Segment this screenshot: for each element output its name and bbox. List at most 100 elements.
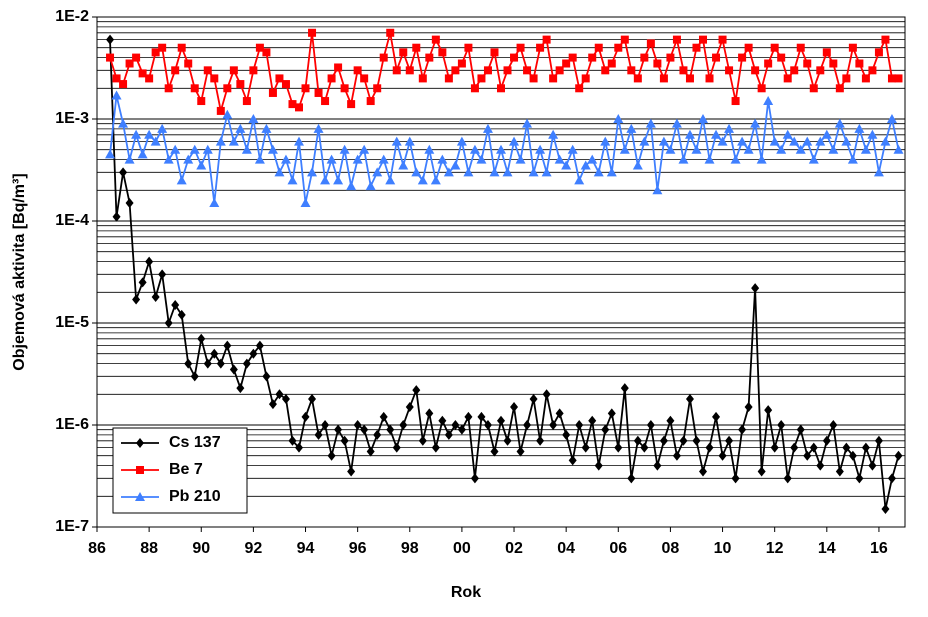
data-point bbox=[803, 59, 812, 68]
data-point bbox=[776, 144, 787, 154]
data-point bbox=[125, 59, 134, 68]
data-point bbox=[678, 154, 689, 164]
data-point bbox=[588, 415, 597, 426]
data-point bbox=[177, 43, 186, 52]
data-point bbox=[347, 100, 356, 109]
series bbox=[105, 90, 904, 208]
x-tick-label: 86 bbox=[88, 540, 106, 557]
data-point bbox=[580, 160, 591, 170]
data-point bbox=[229, 66, 238, 75]
data-point bbox=[581, 442, 590, 453]
data-point bbox=[490, 48, 499, 57]
data-point bbox=[561, 160, 572, 170]
data-point bbox=[881, 504, 890, 515]
x-tick-label: 94 bbox=[297, 540, 315, 557]
data-point bbox=[197, 333, 206, 344]
data-point bbox=[510, 402, 519, 413]
data-point bbox=[725, 66, 734, 75]
data-point bbox=[712, 53, 721, 62]
data-point bbox=[145, 256, 154, 267]
data-point bbox=[457, 59, 466, 68]
data-point bbox=[783, 473, 792, 484]
data-point bbox=[653, 460, 662, 471]
data-point bbox=[503, 66, 512, 75]
data-point bbox=[334, 424, 343, 435]
data-point bbox=[216, 358, 225, 369]
data-point bbox=[515, 154, 526, 164]
data-point bbox=[228, 136, 239, 146]
data-point bbox=[378, 154, 389, 164]
data-point bbox=[633, 74, 642, 83]
data-point bbox=[203, 66, 212, 75]
data-point bbox=[131, 129, 142, 139]
data-point bbox=[842, 442, 851, 453]
data-point bbox=[731, 97, 740, 106]
data-point bbox=[295, 442, 303, 453]
data-point bbox=[692, 435, 701, 446]
data-point bbox=[803, 450, 812, 461]
data-point bbox=[340, 84, 349, 93]
data-point bbox=[822, 48, 831, 57]
data-point bbox=[450, 160, 461, 170]
data-point bbox=[483, 66, 492, 75]
data-point bbox=[653, 59, 662, 68]
data-point bbox=[731, 473, 740, 484]
y-tick-label: 1E-3 bbox=[55, 110, 89, 127]
data-point bbox=[340, 435, 349, 446]
data-point bbox=[652, 185, 663, 195]
data-point bbox=[202, 144, 213, 154]
data-point bbox=[594, 43, 603, 52]
data-point bbox=[163, 154, 174, 164]
data-point bbox=[685, 74, 694, 83]
data-point bbox=[405, 66, 414, 75]
data-point bbox=[430, 175, 441, 185]
data-point bbox=[392, 66, 401, 75]
data-point bbox=[770, 442, 779, 453]
data-point bbox=[684, 129, 695, 139]
data-point bbox=[158, 43, 167, 52]
data-point bbox=[738, 424, 747, 435]
data-point bbox=[829, 59, 838, 68]
data-point bbox=[431, 35, 440, 44]
data-point bbox=[834, 118, 845, 128]
data-point bbox=[894, 74, 903, 83]
data-point bbox=[874, 435, 883, 446]
data-point bbox=[477, 411, 486, 422]
data-point bbox=[184, 59, 193, 68]
data-point bbox=[352, 154, 363, 164]
data-point bbox=[757, 466, 766, 477]
y-tick-label: 1E-7 bbox=[55, 518, 89, 535]
data-point bbox=[235, 123, 246, 133]
data-point bbox=[549, 420, 558, 430]
data-point bbox=[562, 59, 571, 68]
data-point bbox=[203, 358, 212, 369]
data-point bbox=[717, 136, 728, 146]
plot-frame bbox=[96, 16, 906, 528]
data-point bbox=[469, 144, 480, 154]
data-point bbox=[581, 74, 590, 83]
data-point bbox=[711, 129, 722, 139]
data-point bbox=[288, 100, 297, 109]
data-point bbox=[861, 74, 870, 83]
data-point bbox=[523, 420, 532, 430]
data-point bbox=[555, 66, 564, 75]
data-point bbox=[255, 43, 264, 52]
data-point bbox=[366, 97, 375, 106]
data-point bbox=[887, 473, 896, 484]
data-point bbox=[444, 429, 453, 440]
data-point bbox=[197, 97, 206, 106]
data-point bbox=[588, 53, 597, 62]
data-point bbox=[138, 277, 147, 288]
data-point bbox=[308, 393, 317, 404]
data-point bbox=[535, 144, 546, 154]
data-point bbox=[359, 144, 370, 154]
data-point bbox=[438, 48, 447, 57]
data-point bbox=[802, 136, 813, 146]
data-point bbox=[808, 154, 819, 164]
data-point bbox=[327, 450, 336, 461]
data-point bbox=[119, 80, 128, 89]
data-point bbox=[874, 48, 883, 57]
data-point bbox=[360, 424, 369, 435]
data-point bbox=[575, 420, 584, 430]
data-point bbox=[756, 154, 767, 164]
